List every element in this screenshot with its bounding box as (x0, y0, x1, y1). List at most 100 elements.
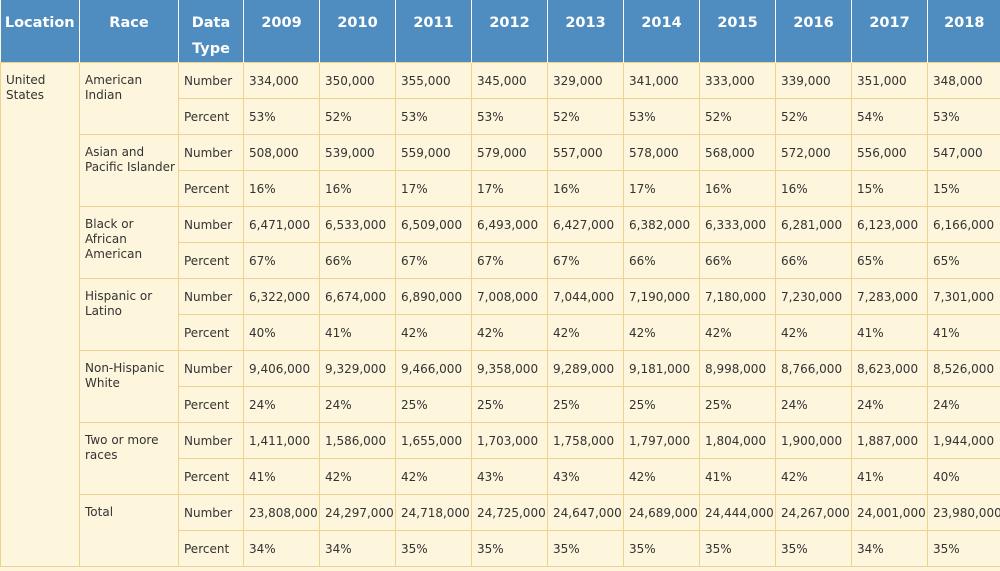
header-data-type[interactable]: Data Type (178, 0, 244, 63)
number-cell: 1,887,000 (851, 422, 928, 459)
percent-cell: 42% (623, 458, 700, 495)
number-cell: 6,509,000 (395, 206, 472, 243)
percent-cell: 41% (851, 458, 928, 495)
percent-cell: 65% (927, 242, 1000, 279)
number-cell: 7,044,000 (547, 278, 624, 315)
header-year[interactable]: 2017 (851, 0, 928, 63)
data-type-cell: Number (178, 494, 244, 531)
race-cell: Total (79, 494, 179, 567)
percent-cell: 16% (319, 170, 396, 207)
percent-cell: 35% (547, 530, 624, 567)
number-cell: 1,758,000 (547, 422, 624, 459)
header-year[interactable]: 2012 (471, 0, 548, 63)
percent-cell: 17% (471, 170, 548, 207)
table-row: Percent 34% 34% 35% 35% 35% 35% 35% 35% 34% 35% (1, 530, 1000, 567)
header-row: Location Race Data Type 2009 2010 2011 2… (0, 0, 1000, 63)
number-cell: 6,890,000 (395, 278, 472, 315)
table-row: Percent 67% 66% 67% 67% 67% 66% 66% 66% 65% 65% (1, 242, 1000, 279)
number-cell: 350,000 (319, 62, 396, 99)
percent-cell: 34% (319, 530, 396, 567)
percent-cell: 16% (775, 170, 852, 207)
number-cell: 568,000 (699, 134, 776, 171)
percent-cell: 25% (547, 386, 624, 423)
percent-cell: 67% (243, 242, 320, 279)
table-row: Non-Hispanic White Number 9,406,000 9,329,0… (1, 350, 1000, 423)
number-cell: 6,493,000 (471, 206, 548, 243)
number-cell: 7,008,000 (471, 278, 548, 315)
number-cell: 9,406,000 (243, 350, 320, 387)
number-cell: 355,000 (395, 62, 472, 99)
percent-cell: 66% (623, 242, 700, 279)
table-row: Asian and Pacific Islander Number 508,000 5… (1, 134, 1000, 207)
percent-cell: 41% (243, 458, 320, 495)
number-cell: 339,000 (775, 62, 852, 99)
header-race[interactable]: Race (79, 0, 179, 63)
percent-cell: 15% (927, 170, 1000, 207)
percent-cell: 25% (623, 386, 700, 423)
number-cell: 6,322,000 (243, 278, 320, 315)
number-cell: 1,411,000 (243, 422, 320, 459)
table-row: Percent 16% 16% 17% 17% 16% 17% 16% 16% 15% 15% (1, 170, 1000, 207)
number-cell: 334,000 (243, 62, 320, 99)
percent-cell: 52% (547, 98, 624, 135)
number-cell: 6,281,000 (775, 206, 852, 243)
number-cell: 572,000 (775, 134, 852, 171)
percent-cell: 66% (319, 242, 396, 279)
data-type-cell: Number (178, 134, 244, 171)
number-cell: 24,001,000 (851, 494, 928, 531)
percent-cell: 42% (699, 314, 776, 351)
number-cell: 559,000 (395, 134, 472, 171)
percent-cell: 66% (699, 242, 776, 279)
percent-cell: 52% (775, 98, 852, 135)
percent-cell: 24% (927, 386, 1000, 423)
number-cell: 7,230,000 (775, 278, 852, 315)
number-cell: 351,000 (851, 62, 928, 99)
number-cell: 9,181,000 (623, 350, 700, 387)
number-cell: 1,586,000 (319, 422, 396, 459)
number-cell: 7,190,000 (623, 278, 700, 315)
number-cell: 547,000 (927, 134, 1000, 171)
number-cell: 24,267,000 (775, 494, 852, 531)
percent-cell: 41% (319, 314, 396, 351)
number-cell: 348,000 (927, 62, 1000, 99)
percent-cell: 53% (395, 98, 472, 135)
percent-cell: 35% (775, 530, 852, 567)
header-year[interactable]: 2010 (319, 0, 396, 63)
percent-cell: 15% (851, 170, 928, 207)
number-cell: 8,526,000 (927, 350, 1000, 387)
percent-cell: 34% (243, 530, 320, 567)
table-row: Hispanic or Latino Number 6,322,000 6,674,0… (1, 278, 1000, 351)
number-cell: 24,718,000 (395, 494, 472, 531)
header-year[interactable]: 2014 (623, 0, 700, 63)
number-cell: 23,808,000 (243, 494, 320, 531)
percent-cell: 24% (243, 386, 320, 423)
table-row: Percent 41% 42% 42% 43% 43% 42% 41% 42% 41% 40% (1, 458, 1000, 495)
percent-cell: 43% (547, 458, 624, 495)
header-year[interactable]: 2009 (243, 0, 320, 63)
table-body: United States American Indian Number 334,00… (0, 62, 1000, 567)
number-cell: 24,297,000 (319, 494, 396, 531)
number-cell: 1,900,000 (775, 422, 852, 459)
data-type-cell: Percent (178, 98, 244, 135)
header-year[interactable]: 2016 (775, 0, 852, 63)
data-type-cell: Percent (178, 170, 244, 207)
percent-cell: 42% (395, 458, 472, 495)
data-type-cell: Percent (178, 242, 244, 279)
header-year[interactable]: 2015 (699, 0, 776, 63)
header-year[interactable]: 2013 (547, 0, 624, 63)
header-year[interactable]: 2011 (395, 0, 472, 63)
table-row: Percent 40% 41% 42% 42% 42% 42% 42% 42% 41% 41% (1, 314, 1000, 351)
header-year[interactable]: 2018 (927, 0, 1000, 63)
number-cell: 6,166,000 (927, 206, 1000, 243)
header-location[interactable]: Location (0, 0, 80, 63)
data-type-cell: Percent (178, 386, 244, 423)
percent-cell: 25% (395, 386, 472, 423)
data-type-cell: Percent (178, 530, 244, 567)
percent-cell: 17% (395, 170, 472, 207)
number-cell: 9,358,000 (471, 350, 548, 387)
percent-cell: 35% (623, 530, 700, 567)
number-cell: 8,623,000 (851, 350, 928, 387)
percent-cell: 53% (243, 98, 320, 135)
percent-cell: 35% (699, 530, 776, 567)
location-cell: United States (0, 62, 80, 567)
